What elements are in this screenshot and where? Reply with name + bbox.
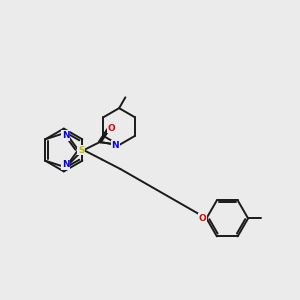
Text: N: N [62,160,69,169]
Text: N: N [62,131,69,140]
Text: O: O [199,214,206,223]
Text: O: O [107,124,115,133]
Text: S: S [78,146,84,154]
Text: N: N [111,140,119,149]
